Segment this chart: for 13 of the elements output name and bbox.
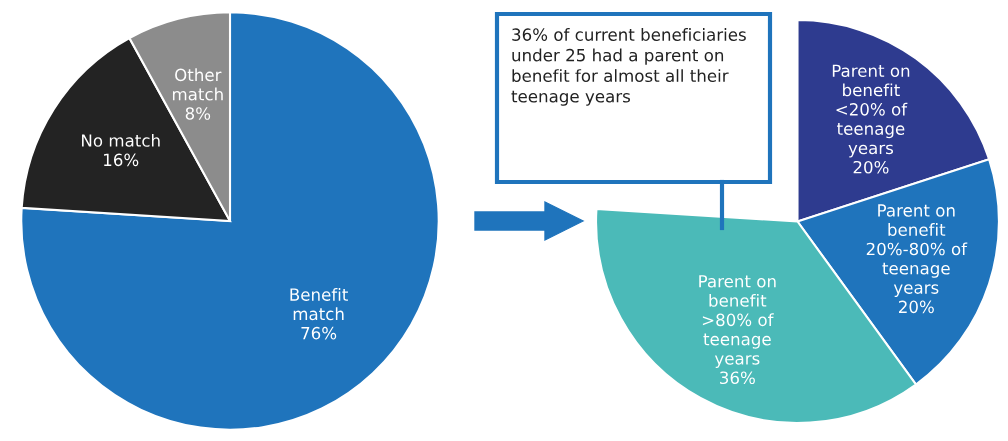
slice-label: Parent on benefit <20% of teenage years	[832, 64, 910, 158]
data-label: 36%	[720, 371, 755, 385]
data-label: 20%	[898, 300, 934, 314]
slice-label: Parent on benefit 20%-80% of teenage years	[866, 204, 968, 298]
text: 36% of current beneficiaries under 25 had a parent on benefit for almost all their teenage years	[511, 28, 746, 106]
slice-label: Benefit match	[290, 287, 348, 321]
slice-label: No match	[82, 133, 160, 147]
data-label: 16%	[104, 153, 139, 167]
data-label: 76%	[301, 326, 337, 340]
slice-label: Parent on benefit >80% of teenage years	[699, 275, 776, 368]
slice-label: Other match	[172, 68, 223, 101]
data-label: 8%	[185, 107, 211, 120]
data-label: 20%	[853, 160, 889, 174]
